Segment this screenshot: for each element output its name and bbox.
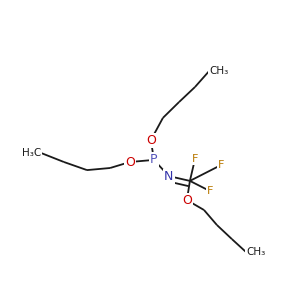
Text: O: O bbox=[182, 194, 192, 207]
Text: F: F bbox=[207, 186, 213, 196]
Text: P: P bbox=[150, 153, 158, 167]
Text: O: O bbox=[146, 134, 156, 147]
Text: O: O bbox=[125, 155, 135, 169]
Text: CH₃: CH₃ bbox=[209, 66, 228, 76]
Text: N: N bbox=[164, 169, 174, 183]
Text: F: F bbox=[218, 160, 224, 170]
Text: F: F bbox=[192, 154, 198, 164]
Text: CH₃: CH₃ bbox=[246, 247, 265, 257]
Text: H₃C: H₃C bbox=[22, 148, 41, 158]
